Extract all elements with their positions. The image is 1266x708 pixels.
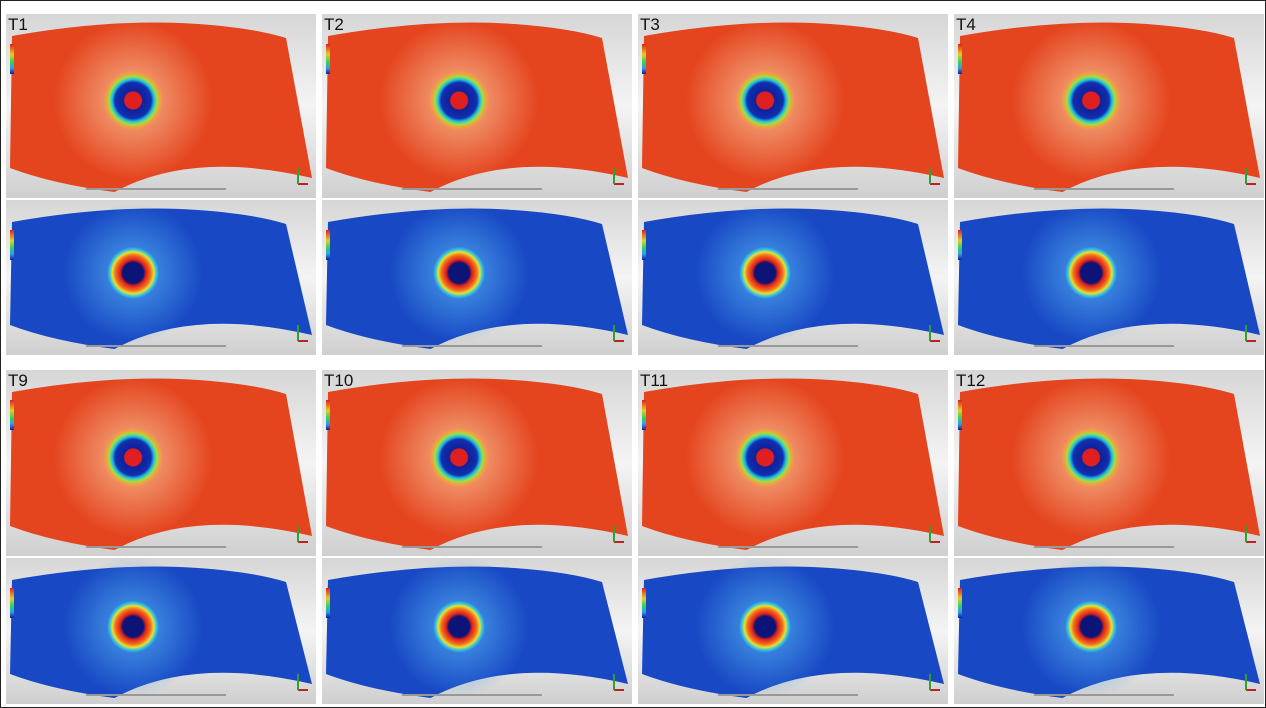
color-legend	[642, 400, 646, 430]
scale-bar	[718, 345, 858, 347]
color-legend	[642, 230, 646, 260]
scale-bar	[402, 188, 542, 190]
scale-bar	[402, 694, 542, 696]
color-legend	[10, 230, 14, 260]
hole-field	[107, 246, 160, 299]
scale-bar	[402, 546, 542, 548]
scale-bar	[86, 694, 226, 696]
sim-panel: T11	[638, 370, 948, 556]
hole-field	[735, 427, 796, 488]
color-legend	[326, 588, 330, 618]
hole-field	[739, 600, 792, 653]
color-legend	[958, 588, 962, 618]
scale-bar	[1034, 188, 1174, 190]
sim-panel: T1	[6, 14, 316, 198]
scale-bar	[718, 694, 858, 696]
scale-bar	[86, 188, 226, 190]
scale-bar	[1034, 546, 1174, 548]
sim-panel: T4	[954, 14, 1264, 198]
color-legend	[10, 44, 14, 74]
hole-field	[1061, 427, 1122, 488]
panel-label: T9	[8, 371, 28, 390]
sim-panel: T3	[638, 14, 948, 198]
scale-bar	[718, 546, 858, 548]
sim-panel	[6, 200, 316, 355]
panel-label: T3	[640, 15, 660, 34]
panel-label: T12	[956, 371, 985, 390]
panel-label: T2	[324, 15, 344, 34]
scale-bar	[1034, 694, 1174, 696]
panel-label: T10	[324, 371, 353, 390]
scale-bar	[86, 546, 226, 548]
sim-panel	[954, 556, 1264, 704]
color-legend	[326, 44, 330, 74]
hole-field	[1065, 600, 1118, 653]
hole-field	[433, 600, 486, 653]
color-legend	[642, 44, 646, 74]
hole-field	[739, 246, 792, 299]
color-legend	[10, 400, 14, 430]
hole-field	[1065, 246, 1118, 299]
panel-label: T11	[640, 371, 668, 390]
hole-field	[103, 70, 164, 131]
sim-panel	[322, 200, 632, 355]
color-legend	[326, 400, 330, 430]
hole-field	[735, 70, 796, 131]
hole-field	[107, 600, 160, 653]
sim-panel	[954, 200, 1264, 355]
color-legend	[958, 230, 962, 260]
scale-bar	[718, 188, 858, 190]
color-legend	[958, 44, 962, 74]
hole-field	[429, 427, 490, 488]
color-legend	[642, 588, 646, 618]
color-legend	[10, 588, 14, 618]
sim-panel	[322, 556, 632, 704]
color-legend	[958, 400, 962, 430]
scale-bar	[402, 345, 542, 347]
sim-panel	[638, 200, 948, 355]
hole-field	[1061, 70, 1122, 131]
panel-grid: T1 T2 T3 T4 T9 T10 T11 T12	[6, 14, 1264, 704]
sim-panel	[6, 556, 316, 704]
sim-panel	[638, 556, 948, 704]
sim-panel: T12	[954, 370, 1264, 556]
panel-label: T1	[8, 15, 28, 34]
sim-panel: T9	[6, 370, 316, 556]
scale-bar	[86, 345, 226, 347]
panel-label: T4	[956, 15, 976, 34]
hole-field	[433, 246, 486, 299]
sim-panel: T2	[322, 14, 632, 198]
color-legend	[326, 230, 330, 260]
hole-field	[103, 427, 164, 488]
hole-field	[429, 70, 490, 131]
scale-bar	[1034, 345, 1174, 347]
sim-panel: T10	[322, 370, 632, 556]
